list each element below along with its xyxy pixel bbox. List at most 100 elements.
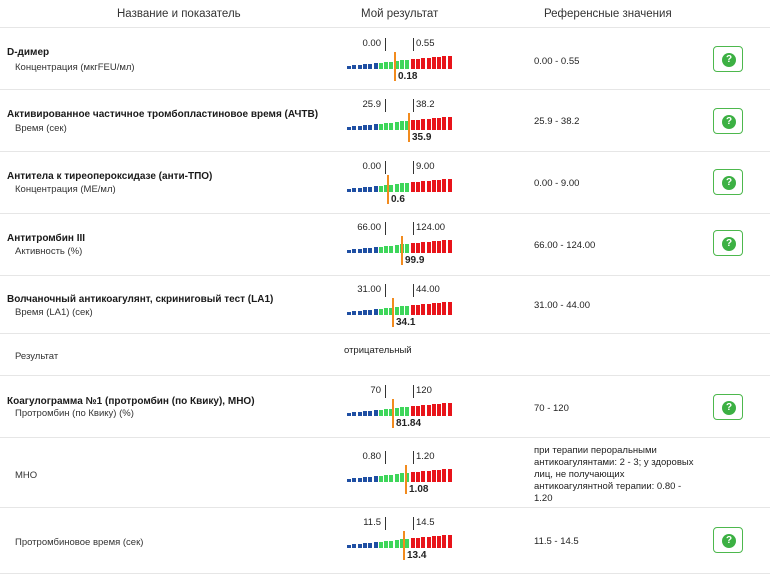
- gauge-high-tick: [413, 222, 414, 235]
- result-gauge: 31.00 44.00 34.1: [345, 284, 455, 340]
- gauge-bar: [384, 541, 389, 548]
- help-button[interactable]: ?: [713, 527, 743, 553]
- result-marker: [408, 113, 410, 142]
- gauge-bar: [437, 404, 442, 416]
- gauge-bar: [352, 412, 357, 416]
- gauge-bar: [373, 542, 378, 548]
- gauge-low-label: 11.5: [363, 517, 381, 528]
- gauge-bar: [368, 543, 373, 548]
- result-value: 0.18: [398, 71, 418, 82]
- gauge-bar: [437, 303, 442, 315]
- gauge-bar: [347, 312, 351, 315]
- gauge-bar: [415, 120, 420, 130]
- gauge-bar: [373, 247, 378, 253]
- gauge-bar: [368, 310, 373, 315]
- gauge-high-tick: [413, 451, 414, 464]
- gauge-bar: [415, 406, 420, 416]
- result-marker: [392, 298, 394, 327]
- gauge-bar: [405, 407, 410, 416]
- gauge-bar: [442, 240, 447, 253]
- reference-range: 66.00 - 124.00: [534, 240, 596, 251]
- reference-range: 70 - 120: [534, 403, 569, 414]
- gauge-bar: [421, 58, 426, 69]
- gauge-bar: [426, 304, 431, 315]
- gauge-bar: [431, 404, 436, 416]
- gauge-bar: [426, 119, 431, 130]
- gauge-bar: [362, 411, 367, 416]
- gauge-low-tick: [385, 99, 386, 112]
- reference-range: 0.00 - 0.55: [534, 56, 580, 67]
- table-row: [0, 90, 770, 152]
- gauge-bar: [378, 476, 383, 482]
- gauge-bar: [431, 118, 436, 130]
- result-value: 81.84: [396, 418, 422, 429]
- result-value: 34.1: [396, 317, 416, 328]
- result-marker: [392, 399, 394, 428]
- reference-range: 11.5 - 14.5: [534, 536, 579, 547]
- gauge-bar: [400, 306, 404, 315]
- gauge-bar: [373, 124, 378, 130]
- test-name: Коагулограмма №1 (протромбин (по Квику),…: [7, 396, 255, 407]
- gauge-bar: [405, 183, 410, 192]
- help-button[interactable]: ?: [713, 108, 743, 134]
- gauge-bar: [400, 183, 404, 192]
- gauge-bar: [421, 242, 426, 253]
- help-button[interactable]: ?: [713, 169, 743, 195]
- gauge-bar: [378, 124, 383, 130]
- gauge-high-tick: [413, 38, 414, 51]
- gauge-bar: [384, 475, 389, 482]
- question-icon: ?: [722, 401, 736, 415]
- gauge-bar: [447, 117, 452, 130]
- gauge-bar: [394, 408, 399, 416]
- gauge-bar: [373, 476, 378, 482]
- gauge-bar: [426, 181, 431, 192]
- gauge-bar: [394, 245, 399, 253]
- test-parameter: Время (LA1) (сек): [15, 307, 93, 318]
- result-gauge: 70 120 81.84: [345, 385, 455, 441]
- test-parameter: Концентрация (МЕ/мл): [15, 184, 116, 195]
- result-marker: [403, 531, 405, 560]
- help-button[interactable]: ?: [713, 394, 743, 420]
- gauge-bar: [442, 469, 447, 482]
- question-icon: ?: [722, 534, 736, 548]
- gauge-low-label: 70: [370, 385, 381, 396]
- gauge-bar: [357, 478, 362, 482]
- gauge-bar: [384, 123, 389, 130]
- result-text: отрицательный: [344, 345, 412, 356]
- gauge-low-tick: [385, 385, 386, 398]
- gauge-high-tick: [413, 161, 414, 174]
- test-parameter: Протромбиновое время (сек): [15, 537, 144, 548]
- gauge-bar: [421, 471, 426, 482]
- gauge-bar: [347, 413, 351, 416]
- gauge-bar: [431, 470, 436, 482]
- table-row: [0, 152, 770, 214]
- gauge-bar: [357, 126, 362, 130]
- gauge-low-tick: [385, 284, 386, 297]
- gauge-bar: [352, 126, 357, 130]
- gauge-bar: [347, 479, 351, 482]
- gauge-bar: [437, 536, 442, 548]
- gauge-bar: [394, 184, 399, 192]
- gauge-bar: [400, 407, 404, 416]
- result-marker: [387, 175, 389, 204]
- gauge-bar: [394, 61, 399, 69]
- gauge-bar: [362, 187, 367, 192]
- gauge-bar: [437, 57, 442, 69]
- gauge-bar: [405, 473, 410, 482]
- help-button[interactable]: ?: [713, 230, 743, 256]
- gauge-bar: [410, 406, 415, 416]
- gauge-bar: [368, 477, 373, 482]
- gauge-bar: [447, 240, 452, 253]
- gauge-bar: [405, 121, 410, 130]
- gauge-bar: [347, 250, 351, 253]
- gauge-bar: [357, 249, 362, 253]
- gauge-bar: [394, 474, 399, 482]
- gauge-bar: [415, 305, 420, 315]
- gauge-bar: [431, 303, 436, 315]
- help-button[interactable]: ?: [713, 46, 743, 72]
- gauge-high-tick: [413, 99, 414, 112]
- gauge-bar: [421, 405, 426, 416]
- gauge-bar: [384, 246, 389, 253]
- header-result: Мой результат: [361, 8, 439, 20]
- gauge-bar: [405, 306, 410, 315]
